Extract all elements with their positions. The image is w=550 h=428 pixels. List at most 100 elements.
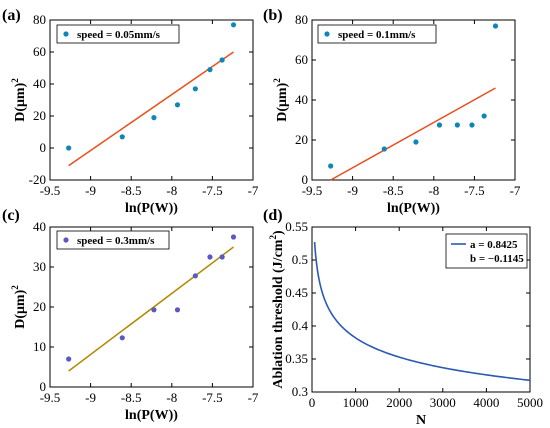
y-tick-label: 80 (33, 12, 46, 27)
x-axis-title: ln(P(W)) (125, 408, 178, 423)
y-axis-title: D(μm)2 (272, 78, 290, 122)
data-point (469, 122, 475, 128)
plot-frame (49, 19, 254, 181)
y-tick-label: 0.3 (292, 384, 308, 399)
data-point (328, 163, 334, 169)
y-tick-label: 20 (295, 132, 308, 147)
y-tick-label: 0 (302, 172, 309, 187)
legend-label: speed = 0.1mm/s (338, 29, 416, 41)
y-axis-title-base: D(μm) (13, 289, 28, 328)
x-tick-label: -8.5 (121, 390, 142, 405)
plot-frame (311, 19, 516, 181)
x-tick-label: -9 (347, 183, 358, 198)
y-tick-label: 0.55 (285, 219, 308, 234)
data-point (119, 335, 125, 341)
data-point (174, 307, 181, 313)
data-point (413, 139, 419, 145)
y-tick-label: 40 (33, 76, 46, 91)
data-point (192, 86, 198, 92)
panel-label: (a) (2, 7, 21, 24)
legend-label: speed = 0.3mm/s (77, 235, 155, 247)
data-point (230, 22, 237, 28)
y-tick-label: 20 (33, 108, 46, 123)
x-tick-label: -8.5 (121, 183, 142, 198)
data-point (230, 234, 237, 240)
y-tick-label: 60 (33, 44, 46, 59)
x-tick-label: -8.5 (383, 183, 404, 198)
y-axis-title-base: Ablation threshold (J/cm (271, 239, 286, 388)
legend-marker (324, 31, 330, 37)
ablation-threshold-curve (313, 242, 531, 382)
chart-panel-b: -9.5 -9 -8.5 -8 -7.5 -7 0 20 40 60 80 ln(P(W)) D(μm)… (263, 7, 521, 216)
plot-frame (311, 226, 531, 393)
data-point (219, 254, 225, 260)
x-tick-label: -9.5 (40, 390, 61, 405)
x-tick-label: -7 (510, 183, 521, 198)
fit-line (330, 87, 496, 181)
data-point (66, 145, 72, 151)
legend-marker (63, 237, 69, 243)
y-tick-label: 40 (295, 92, 308, 107)
y-tick-label: 80 (295, 12, 308, 27)
legend-label: speed = 0.05mm/s (77, 29, 161, 41)
data-point (381, 146, 387, 152)
data-point (436, 122, 443, 128)
x-tick-label: -8 (166, 390, 177, 405)
y-tick-label: 0.35 (285, 351, 308, 366)
chart-panel-a: -9.5 -9 -8.5 -8 -7.5 -7 -20 0 20 40 60 80 ln(P(W)) D(… (2, 7, 259, 216)
data-point (151, 307, 157, 313)
legend-box (56, 24, 180, 44)
legend-label-b: b = −0.1145 (470, 253, 524, 265)
y-tick-label: 60 (295, 52, 308, 67)
legend-box (445, 233, 528, 269)
x-tick-label: -7.5 (202, 183, 223, 198)
panel-label: (b) (263, 7, 283, 24)
data-point (481, 113, 487, 119)
panel-label: (c) (2, 207, 20, 224)
legend-box (56, 230, 170, 250)
x-tick-label: 5000 (517, 395, 543, 410)
data-point (454, 122, 460, 128)
y-axis-title: D(μm)2 (10, 285, 28, 329)
y-tick-label: 0.5 (292, 252, 308, 267)
y-axis-title-base: D(μm) (13, 82, 28, 121)
data-point (192, 273, 198, 279)
y-axis-title: D(μm)2 (10, 78, 28, 122)
y-tick-label: 0.4 (292, 318, 309, 333)
x-tick-label: -8 (166, 183, 177, 198)
y-tick-label: 10 (33, 339, 46, 354)
x-axis-title: ln(P(W)) (125, 201, 178, 216)
x-tick-label: -9.5 (40, 183, 61, 198)
x-tick-label: 2000 (386, 395, 412, 410)
fit-line (68, 246, 234, 372)
data-point (219, 57, 225, 63)
fit-line (68, 51, 234, 167)
data-point (66, 356, 72, 362)
x-tick-label: -8 (428, 183, 439, 198)
y-tick-label: 0 (40, 140, 47, 155)
x-tick-label: 4000 (473, 395, 499, 410)
x-tick-label: 3000 (430, 395, 456, 410)
y-tick-label: 30 (33, 259, 46, 274)
x-axis-title: ln(P(W)) (387, 201, 440, 216)
x-tick-label: -9.5 (302, 183, 323, 198)
x-tick-label: 1000 (343, 395, 369, 410)
y-axis-title: Ablation threshold (J/cm2) (268, 230, 286, 389)
x-tick-label: -7.5 (202, 390, 223, 405)
legend-label-a: a = 0.8425 (470, 239, 518, 251)
chart-panel-c: -9.5 -9 -8.5 -8 -7.5 -7 0 10 20 30 40 ln(P(W)) D(μm)… (2, 207, 259, 423)
chart-panel-d: 0 1000 2000 3000 4000 5000 0.3 0.35 0.4 0.45 0.5 0.… (263, 207, 543, 428)
data-point (119, 134, 125, 140)
data-point (174, 102, 181, 108)
y-axis-title-base: D(μm) (275, 82, 290, 121)
x-axis-title: N (416, 413, 426, 428)
y-axis-title-superscript: 2 (10, 285, 20, 290)
y-tick-label: 20 (33, 299, 46, 314)
x-tick-label: -9 (85, 183, 96, 198)
y-axis-title-superscript: 2 (272, 78, 282, 83)
data-point (207, 254, 213, 260)
x-tick-label: -7 (248, 183, 259, 198)
x-tick-label: 0 (309, 395, 316, 410)
y-axis-title-superscript: 2 (268, 235, 278, 240)
